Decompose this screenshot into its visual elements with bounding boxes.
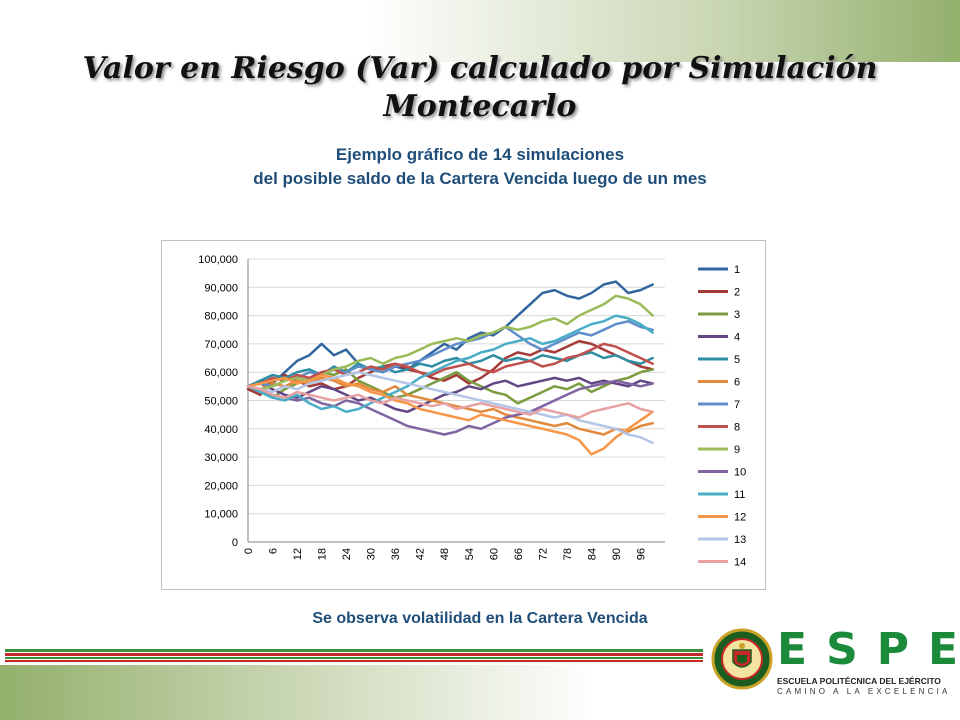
series-line-10 (246, 379, 654, 436)
x-tick-label: 12 (292, 548, 304, 560)
x-tick-label: 96 (635, 548, 647, 560)
x-tick-label: 48 (439, 548, 451, 560)
y-tick-label: 70,000 (204, 339, 238, 351)
stripe-green-2 (5, 657, 703, 659)
y-tick-label: 0 (232, 537, 238, 549)
legend-label-6: 6 (734, 377, 740, 389)
series-line-12 (246, 373, 654, 456)
series-line-11 (246, 314, 654, 414)
x-tick-label: 18 (317, 548, 329, 560)
legend-label-4: 4 (734, 332, 740, 344)
y-tick-label: 40,000 (204, 424, 238, 436)
x-tick-label: 0 (243, 548, 255, 554)
series-line-5 (246, 351, 654, 388)
slide-caption: Se observa volatilidad en la Cartera Ven… (312, 610, 648, 627)
slide-title-line2: Montecarlo (383, 89, 577, 124)
legend-label-7: 7 (734, 399, 740, 411)
x-tick-label: 78 (562, 548, 574, 560)
bottom-gradient-band (0, 665, 960, 720)
top-gradient-band (0, 0, 960, 62)
legend-label-11: 11 (734, 489, 745, 501)
x-tick-label: 54 (464, 548, 476, 560)
series-line-6 (246, 376, 654, 436)
legend-label-14: 14 (734, 557, 746, 569)
brand-institution: ESCUELA POLITÉCNICA DEL EJÉRCITO (777, 676, 941, 686)
x-tick-label: 6 (268, 548, 280, 554)
y-tick-label: 60,000 (204, 367, 238, 379)
x-tick-label: 72 (537, 548, 549, 560)
y-tick-label: 100,000 (198, 254, 238, 266)
seal-icon (711, 628, 773, 690)
x-tick-label: 30 (366, 548, 378, 560)
x-tick-label: 42 (415, 548, 427, 560)
y-tick-label: 20,000 (204, 480, 238, 492)
x-tick-label: 90 (611, 548, 623, 560)
y-tick-label: 50,000 (204, 396, 238, 408)
chart-frame: 0 10,000 20,000 30,000 40,000 50,000 60,000 70,… (161, 240, 766, 590)
brand-letter-p: P (876, 624, 929, 675)
brand-letter-e2: E (928, 624, 960, 675)
chart-subtitle-line2: del posible saldo de la Cartera Vencida … (253, 169, 707, 188)
series-line-14 (246, 385, 654, 419)
x-tick-label: 60 (488, 548, 500, 560)
x-tick-label: 66 (513, 548, 525, 560)
y-tick-label: 30,000 (204, 452, 238, 464)
series-line-8 (246, 342, 654, 388)
slide-title: Valor en Riesgo (Var) calculado por Simu… (40, 50, 920, 126)
series-line-2 (246, 339, 654, 397)
legend-label-2: 2 (734, 287, 740, 299)
stripe-red-1 (5, 653, 703, 656)
series-line-13 (246, 370, 654, 445)
legend-label-12: 12 (734, 512, 746, 524)
x-tick-label: 36 (390, 548, 402, 560)
legend-label-1: 1 (734, 264, 740, 276)
y-tick-label: 90,000 (204, 282, 238, 294)
chart-subtitle-line1: Ejemplo gráfico de 14 simulaciones (335, 145, 625, 164)
brand-letter-s: S (826, 624, 877, 675)
brand-letter-e1: E (777, 624, 827, 675)
x-tick-label: 84 (586, 548, 598, 560)
stripe-green-1 (5, 649, 703, 652)
line-chart: 0 10,000 20,000 30,000 40,000 50,000 60,000 70,… (198, 254, 746, 569)
legend-label-10: 10 (734, 467, 746, 479)
slide-title-line1: Valor en Riesgo (Var) calculado por Simu… (82, 51, 878, 86)
y-tick-label: 80,000 (204, 311, 238, 323)
legend-label-8: 8 (734, 422, 740, 434)
legend-label-9: 9 (734, 444, 740, 456)
x-tick-label: 24 (341, 548, 353, 560)
legend-label-3: 3 (734, 309, 740, 321)
decorative-stripes (5, 649, 703, 665)
legend-label-5: 5 (734, 354, 740, 366)
series-line-7 (246, 320, 654, 388)
brand-motto: CAMINO A LA EXCELENCIA (777, 687, 951, 696)
stripe-red-2 (5, 660, 703, 662)
legend-label-13: 13 (734, 534, 746, 546)
y-tick-label: 10,000 (204, 509, 238, 521)
